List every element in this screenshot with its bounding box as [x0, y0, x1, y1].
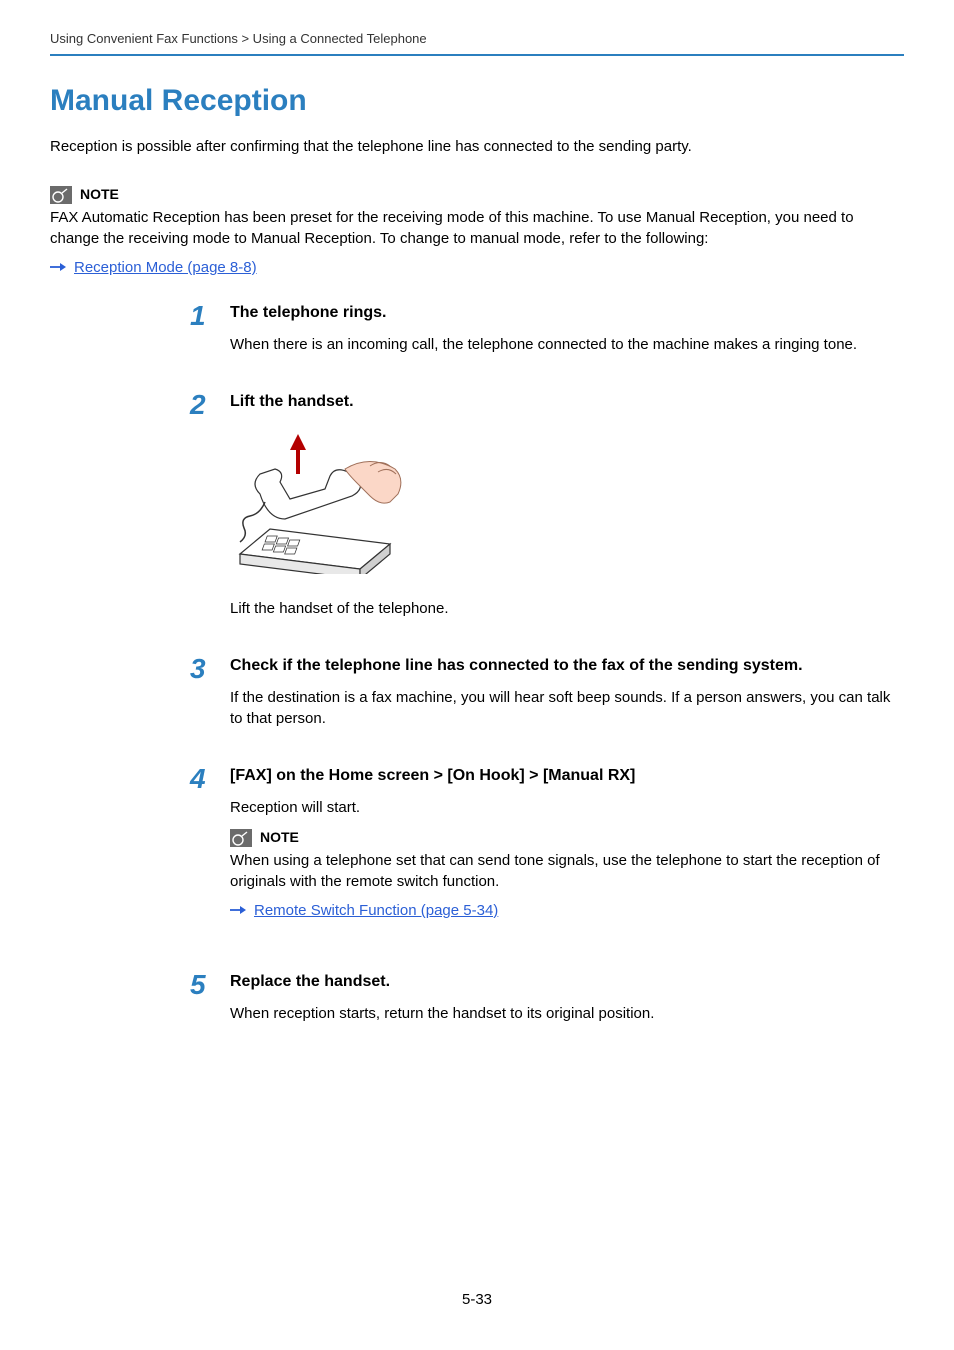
note-body: When using a telephone set that can send…: [230, 850, 904, 892]
remote-switch-link[interactable]: Remote Switch Function (page 5-34): [254, 900, 498, 921]
intro-text: Reception is possible after confirming t…: [50, 136, 904, 157]
step-number: 3: [190, 655, 230, 683]
breadcrumb: Using Convenient Fax Functions > Using a…: [50, 30, 904, 48]
step-3: 3 Check if the telephone line has connec…: [190, 655, 904, 739]
arrow-icon: [230, 905, 246, 915]
reception-mode-link[interactable]: Reception Mode (page 8-8): [74, 257, 257, 278]
note-box: NOTE When using a telephone set that can…: [230, 828, 904, 921]
step-number: 2: [190, 391, 230, 419]
step-title: Check if the telephone line has connecte…: [230, 655, 904, 677]
step-title: Replace the handset.: [230, 971, 904, 993]
header-rule: [50, 54, 904, 56]
step-title: [FAX] on the Home screen > [On Hook] > […: [230, 765, 904, 787]
step-number: 5: [190, 971, 230, 999]
step-body-text: When reception starts, return the handse…: [230, 1003, 904, 1024]
step-number: 4: [190, 765, 230, 793]
note-icon: [50, 186, 72, 204]
step-title: The telephone rings.: [230, 302, 904, 324]
page-number: 5-33: [0, 1289, 954, 1310]
note-label: NOTE: [260, 828, 299, 848]
step-1: 1 The telephone rings. When there is an …: [190, 302, 904, 365]
step-number: 1: [190, 302, 230, 330]
arrow-icon: [50, 262, 66, 272]
step-body-text: Lift the handset of the telephone.: [230, 598, 904, 619]
step-title: Lift the handset.: [230, 391, 904, 413]
step-body-text: When there is an incoming call, the tele…: [230, 334, 904, 355]
note-body: FAX Automatic Reception has been preset …: [50, 207, 904, 249]
lift-handset-illustration: [230, 424, 904, 580]
step-body-text: Reception will start.: [230, 797, 904, 818]
step-body-text: If the destination is a fax machine, you…: [230, 687, 904, 729]
step-2: 2 Lift the handset.: [190, 391, 904, 628]
step-5: 5 Replace the handset. When reception st…: [190, 971, 904, 1034]
page-title: Manual Reception: [50, 80, 904, 122]
note-label: NOTE: [80, 185, 119, 205]
note-icon: [230, 829, 252, 847]
note-box: NOTE FAX Automatic Reception has been pr…: [50, 185, 904, 278]
step-4: 4 [FAX] on the Home screen > [On Hook] >…: [190, 765, 904, 945]
